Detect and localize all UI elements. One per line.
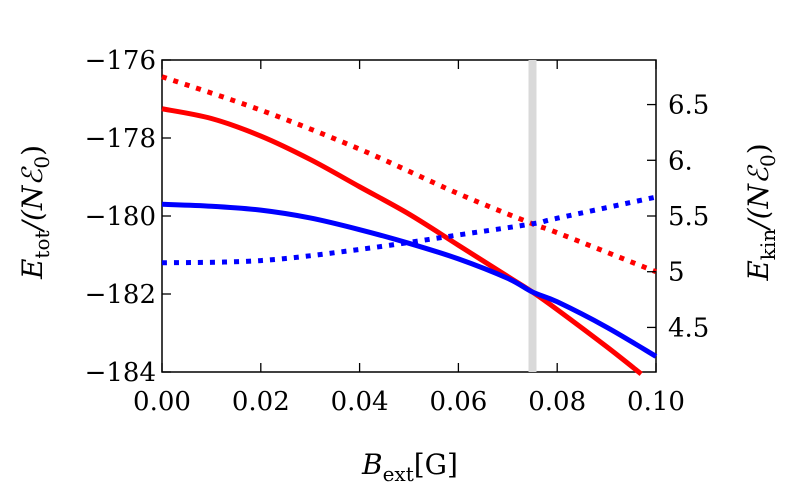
y-tick-label-right: 6. xyxy=(668,146,693,176)
y-tick-label-right: 6.5 xyxy=(668,91,709,121)
x-tick-label: 0.06 xyxy=(429,387,487,417)
y-tick-label-right: 5.5 xyxy=(668,202,709,232)
x-axis-title: Bext[G] xyxy=(361,448,458,486)
x-tick-label: 0.10 xyxy=(627,387,685,417)
ticks-layer: 0.00 0.02 0.04 0.06 0.08 0.10 −176 −178 −180 −182… xyxy=(85,46,710,417)
y-tick-label-left: −178 xyxy=(85,124,156,154)
y-tick-label-left: −180 xyxy=(85,202,156,232)
x-tick-label: 0.00 xyxy=(133,387,191,417)
series-line-1 xyxy=(161,106,643,376)
y-tick-label-left: −182 xyxy=(85,280,156,310)
vertical-marker xyxy=(528,60,537,372)
y-tick-label-right: 5 xyxy=(668,258,685,288)
x-tick-label: 0.02 xyxy=(232,387,290,417)
x-tick-label: 0.04 xyxy=(331,387,389,417)
y-tick-label-left: −176 xyxy=(85,46,156,76)
x-tick-label: 0.08 xyxy=(528,387,586,417)
series-layer xyxy=(161,74,658,376)
series-line-4 xyxy=(161,194,657,266)
y-axis-title-left: Etot/(Nℰ0) xyxy=(16,145,54,280)
y-tick-label-left: −184 xyxy=(85,358,156,388)
y-axis-title-right: Ekin/(Nℰ0) xyxy=(742,143,780,281)
series-line-2 xyxy=(161,201,658,359)
y-tick-label-right: 4.5 xyxy=(668,313,709,343)
